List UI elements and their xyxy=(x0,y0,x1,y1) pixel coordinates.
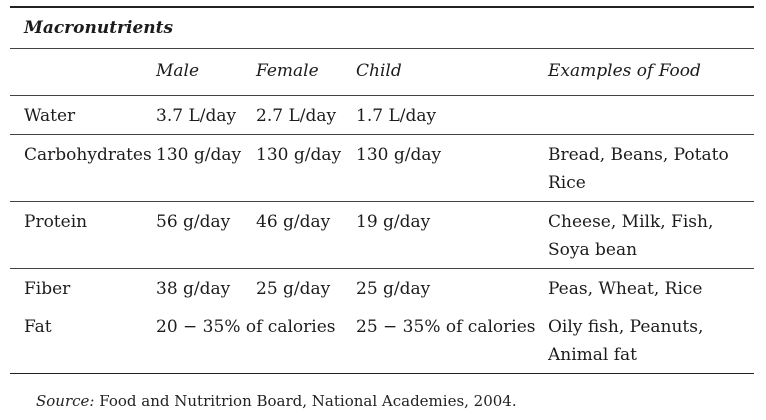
food-examples: Bread, Beans, Potato Rice xyxy=(548,135,754,202)
male-value: 56 g/day xyxy=(156,212,231,232)
macronutrients-table: Male Female Child Examples of Food Water… xyxy=(10,48,754,374)
header-cell-examples: Examples of Food xyxy=(548,61,701,81)
table-row-fat: Fat 20 − 35% of calories 25 − 35% of cal… xyxy=(10,307,754,374)
female-value: 25 g/day xyxy=(256,279,331,299)
source-note: Source: Food and Nutritrion Board, Natio… xyxy=(36,392,517,410)
macronutrients-table-frame: Macronutrients Male Female Child Example… xyxy=(10,6,754,374)
nutrient-name: Fiber xyxy=(24,279,71,299)
table-row-water: Water 3.7 L/day 2.7 L/day 1.7 L/day xyxy=(10,95,754,135)
child-value: 25 g/day xyxy=(356,279,431,299)
top-rule xyxy=(10,6,754,8)
food-examples: Cheese, Milk, Fish, Soya bean xyxy=(548,202,754,269)
food-examples-line-2: Animal fat xyxy=(548,345,638,365)
food-examples-line-2: Soya bean xyxy=(548,240,638,260)
adult-value: 20 − 35% of calories xyxy=(156,317,336,337)
food-examples xyxy=(548,96,754,135)
food-examples-line-1: Bread, Beans, Potato xyxy=(548,145,729,165)
header-cell-female: Female xyxy=(256,61,319,81)
source-label: Source: xyxy=(36,392,95,410)
male-value: 38 g/day xyxy=(156,279,231,299)
food-examples-line-1: Oily fish, Peanuts, xyxy=(548,317,704,337)
table-row-protein: Protein 56 g/day 46 g/day 19 g/day Chees… xyxy=(10,201,754,269)
food-examples-line-2: Rice xyxy=(548,173,586,193)
male-value: 130 g/day xyxy=(156,145,242,165)
male-value: 3.7 L/day xyxy=(156,106,237,126)
female-value: 2.7 L/day xyxy=(256,106,337,126)
child-value: 19 g/day xyxy=(356,212,431,232)
child-value: 130 g/day xyxy=(356,145,442,165)
food-examples-line-1: Cheese, Milk, Fish, xyxy=(548,212,714,232)
table-row-fiber: Fiber 38 g/day 25 g/day 25 g/day Peas, W… xyxy=(10,268,754,308)
nutrient-name: Water xyxy=(24,106,76,126)
header-cell-child: Child xyxy=(356,61,402,81)
female-value: 46 g/day xyxy=(256,212,331,232)
header-cell-nutrient xyxy=(10,49,156,96)
child-value: 25 − 35% of calories xyxy=(356,317,536,337)
nutrient-name: Fat xyxy=(24,317,52,337)
header-cell-male: Male xyxy=(156,61,200,81)
table-title: Macronutrients xyxy=(24,18,174,38)
female-value: 130 g/day xyxy=(256,145,342,165)
nutrient-name: Protein xyxy=(24,212,88,232)
source-text: Food and Nutritrion Board, National Acad… xyxy=(99,392,517,410)
table-row-carbohydrates: Carbohydrates 130 g/day 130 g/day 130 g/… xyxy=(10,134,754,202)
food-examples: Oily fish, Peanuts, Animal fat xyxy=(548,307,754,374)
food-examples: Peas, Wheat, Rice xyxy=(548,279,703,299)
header-row: Male Female Child Examples of Food xyxy=(10,48,754,96)
child-value: 1.7 L/day xyxy=(356,106,437,126)
nutrient-name: Carbohydrates xyxy=(24,145,152,165)
